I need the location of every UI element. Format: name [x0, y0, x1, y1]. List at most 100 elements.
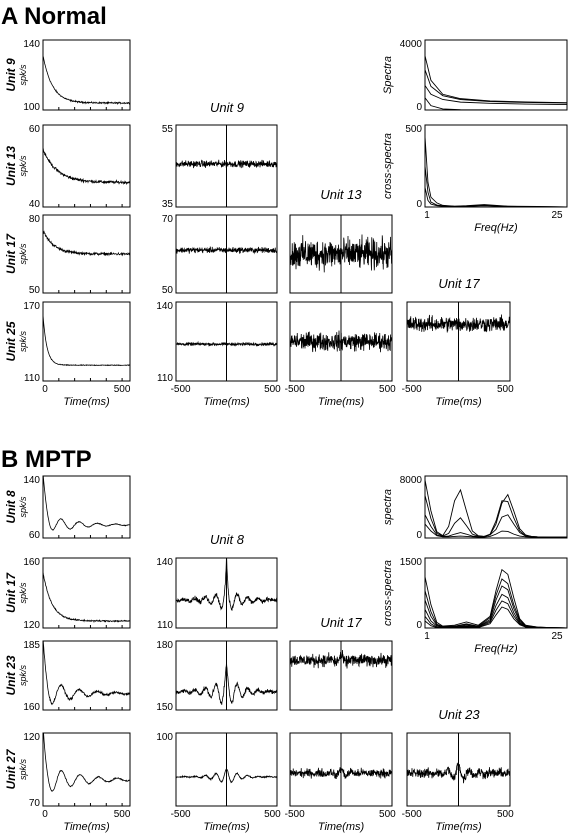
y-tick-label: 140 [156, 301, 173, 312]
panel-A-spectra: 4000 0 Spectra [382, 39, 568, 113]
y-tick-label: 500 [405, 124, 422, 135]
series-group [43, 315, 130, 367]
panel-frame [424, 475, 568, 539]
panel-B-spectra: 8000 0 spectra [382, 475, 568, 541]
y-tick-label: 140 [156, 557, 173, 568]
panel-B-auto-23: 185 160 Unit 23 spk/s [4, 640, 131, 713]
x-axis-label: Time(ms) [435, 396, 482, 408]
panel-frame [175, 124, 278, 208]
panel-frame [175, 214, 278, 294]
series-group [43, 476, 130, 531]
panel-frame [42, 214, 131, 294]
panel-B-cross-8-23: 180 150 [156, 640, 278, 713]
y-tick-label: 8000 [400, 475, 423, 486]
series-group [425, 479, 567, 538]
panel-frame [175, 301, 278, 382]
series-group [43, 572, 130, 623]
panel-A-auto-9: 140 100 Unit 9 spk/s [4, 39, 131, 113]
y-tick-label: 180 [156, 640, 173, 651]
panel-B-auto-27: 120 700 500 Time(ms) Unit 27 spk/s [4, 732, 131, 833]
unit-label: Unit 23 [4, 655, 18, 695]
y-tick-label: 120 [23, 620, 40, 631]
x-axis-label: Freq(Hz) [474, 643, 518, 655]
series-line [425, 165, 567, 207]
series-group [43, 733, 130, 792]
panel-frame [42, 732, 131, 807]
panel-A-cross-17: -500 500 Time(ms) Unit 17 [402, 276, 514, 408]
series-line [425, 495, 567, 538]
panel-B-auto-8: 140 60 Unit 8 spk/s [4, 475, 131, 541]
panel-A-cross-13-17: 70 50 [162, 214, 278, 296]
y-tick-label: 35 [162, 199, 174, 210]
series-line [425, 55, 567, 104]
series-line [425, 69, 567, 104]
section-b-label: B MPTP [1, 446, 92, 473]
panel-frame [42, 475, 131, 539]
series-group [425, 55, 567, 110]
panel-frame [289, 214, 393, 294]
y-axis-label: spectra [382, 489, 394, 525]
x-tick-label: 500 [114, 809, 131, 820]
panel-frame [406, 732, 511, 807]
y-tick-label: 160 [23, 557, 40, 568]
y-tick-label: 0 [416, 620, 422, 631]
series-line [425, 187, 567, 207]
panel-frame [424, 557, 568, 629]
units-label: spk/s [18, 243, 28, 265]
y-tick-label: 50 [29, 285, 41, 296]
y-tick-label: 185 [23, 640, 40, 651]
panel-B-cross-17-27: -500 500 Time(ms) [285, 732, 396, 833]
series-group [176, 558, 277, 611]
units-label: spk/s [18, 64, 28, 86]
y-axis-label: cross-spectra [382, 133, 394, 199]
y-tick-label: 40 [29, 199, 41, 210]
y-tick-label: 100 [23, 102, 40, 113]
x-tick-label: 500 [497, 809, 514, 820]
panel-frame [42, 640, 131, 711]
unit-label: Unit 17 [4, 572, 18, 613]
trace [43, 315, 130, 367]
panel-frame [289, 640, 393, 711]
panel-frame [289, 301, 393, 382]
x-tick-label: -500 [402, 809, 422, 820]
y-tick-label: 0 [416, 199, 422, 210]
x-axis-label: Freq(Hz) [474, 222, 518, 234]
x-tick-label: 500 [497, 384, 514, 395]
x-tick-label: -500 [402, 384, 422, 395]
y-tick-label: 1500 [400, 557, 423, 568]
units-label: spk/s [18, 759, 28, 781]
y-tick-label: 50 [162, 285, 174, 296]
x-axis-label: Time(ms) [203, 396, 250, 408]
x-tick-label: 500 [264, 384, 281, 395]
panel-frame [424, 39, 568, 111]
x-tick-label: 0 [42, 384, 48, 395]
panel-title: Unit 23 [438, 707, 480, 722]
panel-A-cross-13: Unit 13 [289, 187, 393, 294]
x-tick-label: -500 [171, 384, 191, 395]
y-tick-label: 80 [29, 214, 41, 225]
trace [43, 572, 130, 623]
series-line [425, 136, 567, 207]
trace [43, 55, 130, 106]
unit-label: Unit 27 [4, 748, 18, 789]
trace [43, 230, 130, 257]
y-tick-label: 110 [157, 620, 173, 631]
y-tick-label: 0 [416, 530, 422, 541]
panel-frame [175, 557, 278, 629]
y-tick-label: 170 [23, 301, 40, 312]
panel-title: Unit 8 [210, 532, 245, 547]
y-tick-label: 55 [162, 124, 174, 135]
y-tick-label: 120 [23, 732, 40, 743]
x-tick-label: 25 [551, 210, 563, 221]
panel-frame [42, 124, 131, 208]
y-tick-label: 140 [23, 475, 40, 486]
y-tick-label: 110 [157, 373, 173, 384]
x-tick-label: 1 [424, 631, 430, 642]
panel-B-cross-17: Unit 17 [289, 615, 393, 711]
panel-frame [42, 39, 131, 111]
panel-title: Unit 17 [320, 615, 362, 630]
panel-A-cross-9-25: 140 110-500 500 Time(ms) [156, 301, 281, 408]
y-tick-label: 70 [29, 798, 41, 809]
series-line [425, 85, 567, 106]
panel-B-cross-8-27: 100 -500 500 Time(ms) [156, 732, 281, 833]
